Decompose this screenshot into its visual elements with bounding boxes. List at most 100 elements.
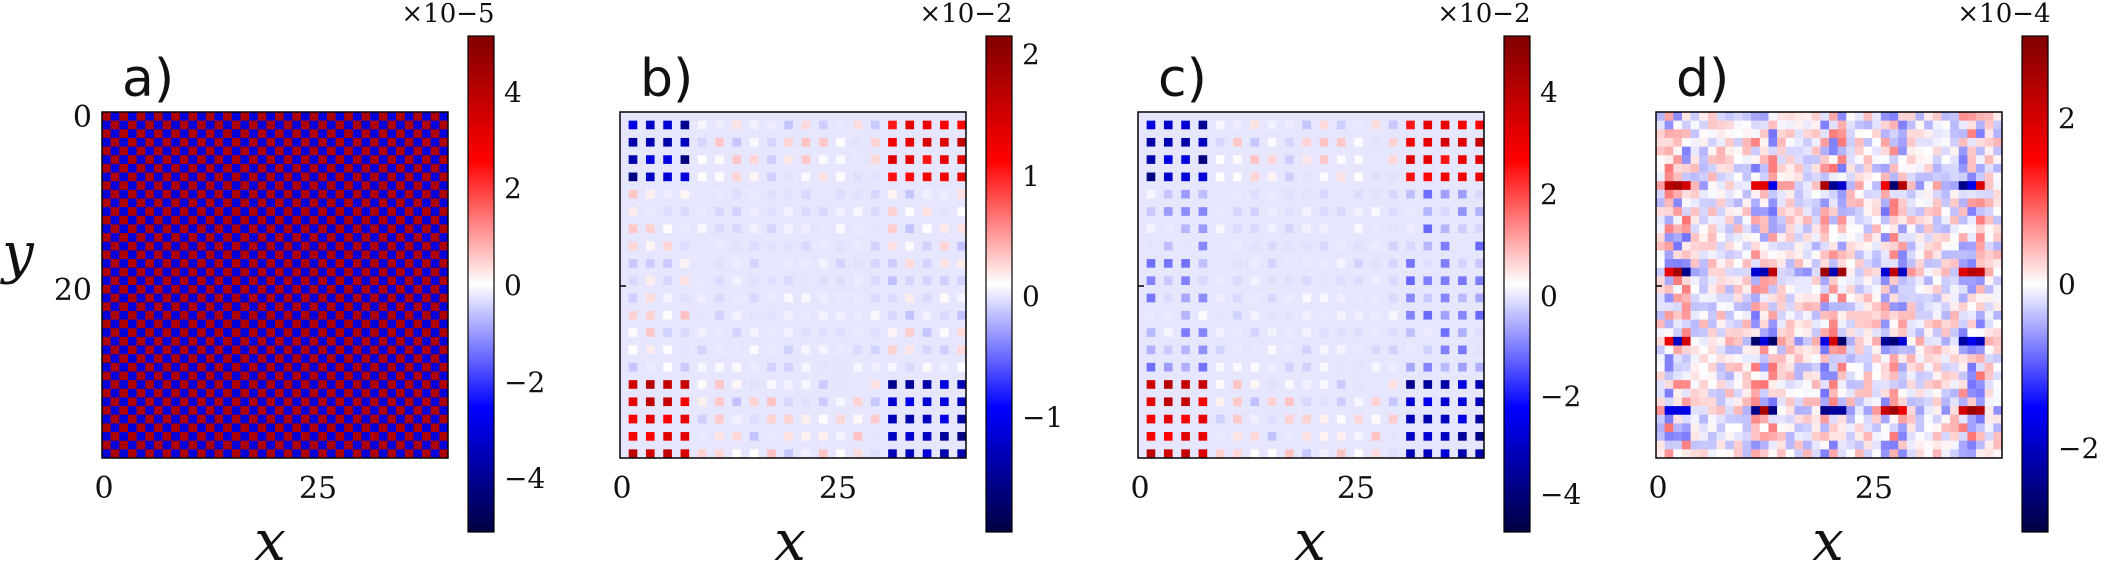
heatmap-cell xyxy=(628,371,638,381)
heatmap-cell xyxy=(1198,293,1208,303)
heatmap-cell xyxy=(396,198,406,208)
heatmap-cell xyxy=(1328,432,1338,441)
heatmap-cell xyxy=(940,276,949,286)
heatmap-cell xyxy=(1259,302,1269,312)
heatmap-cell xyxy=(957,414,967,424)
heatmap-cell xyxy=(188,362,198,372)
heatmap-cell xyxy=(326,440,336,450)
heatmap-cell xyxy=(715,198,725,208)
heatmap-cell xyxy=(387,241,397,251)
heatmap-cell xyxy=(810,345,820,355)
heatmap-cell xyxy=(1293,362,1303,372)
heatmap-cell xyxy=(266,397,276,407)
heatmap-cell xyxy=(249,336,258,346)
heatmap-cell xyxy=(1354,146,1364,156)
heatmap-cell xyxy=(179,354,189,364)
heatmap-cell xyxy=(697,276,707,286)
heatmap-cell xyxy=(689,380,699,390)
heatmap-cell xyxy=(378,137,388,147)
heatmap-cell xyxy=(1138,224,1147,234)
heatmap-cell xyxy=(1224,328,1234,338)
heatmap-cell xyxy=(1285,146,1294,156)
heatmap-cell xyxy=(344,414,354,424)
heatmap-cell xyxy=(827,224,837,234)
heatmap-cell xyxy=(706,319,716,329)
heatmap-cell xyxy=(257,414,267,424)
heatmap-cell xyxy=(1293,155,1303,165)
heatmap-cell xyxy=(637,406,647,416)
heatmap-cell xyxy=(1397,112,1407,121)
heatmap-cell xyxy=(300,397,310,407)
heatmap-cell xyxy=(1285,310,1294,320)
heatmap-cell xyxy=(223,233,233,243)
heatmap-cell xyxy=(1285,388,1294,398)
heatmap-cell xyxy=(275,449,284,459)
heatmap-cell xyxy=(422,163,431,173)
heatmap-cell xyxy=(1198,362,1208,372)
heatmap-cell xyxy=(1189,388,1199,398)
heatmap-cell xyxy=(1241,198,1251,208)
heatmap-cell xyxy=(680,423,690,433)
heatmap-cell xyxy=(1276,137,1286,147)
heatmap-cell xyxy=(413,449,423,459)
heatmap-cell xyxy=(1233,224,1243,234)
heatmap-cell xyxy=(275,432,284,441)
heatmap-cell xyxy=(1215,137,1225,147)
heatmap-cell xyxy=(706,285,716,294)
heatmap-cell xyxy=(758,397,768,407)
heatmap-cell xyxy=(1302,449,1312,459)
heatmap-cell xyxy=(637,440,647,450)
heatmap-cell xyxy=(1189,276,1199,286)
heatmap-cell xyxy=(1267,449,1277,459)
heatmap-cell xyxy=(1449,362,1459,372)
heatmap-cell xyxy=(810,233,820,243)
heatmap-cell xyxy=(249,293,258,303)
heatmap-cell xyxy=(853,181,863,191)
heatmap-cell xyxy=(1380,181,1390,191)
panel-a-cb-tick-0: 4 xyxy=(504,76,522,109)
heatmap-cell xyxy=(1354,155,1364,165)
heatmap-cell xyxy=(1388,155,1398,165)
heatmap-cell xyxy=(663,233,673,243)
heatmap-cell xyxy=(110,336,120,346)
heatmap-cell xyxy=(870,172,880,182)
heatmap-cell xyxy=(1285,440,1294,450)
heatmap-cell xyxy=(292,259,302,268)
heatmap-cell xyxy=(1181,215,1191,225)
heatmap-cell xyxy=(1276,336,1286,346)
heatmap-cell xyxy=(922,207,932,217)
heatmap-cell xyxy=(223,310,233,320)
heatmap-cell xyxy=(266,285,276,294)
heatmap-cell xyxy=(127,181,137,191)
heatmap-cell xyxy=(1414,163,1424,173)
heatmap-cell xyxy=(1466,233,1476,243)
heatmap-cell xyxy=(689,362,699,372)
heatmap-cell xyxy=(663,224,673,234)
heatmap-cell xyxy=(853,172,863,182)
heatmap-cell xyxy=(948,371,958,381)
heatmap-cell xyxy=(663,380,673,390)
heatmap-cell xyxy=(1458,380,1467,390)
heatmap-cell xyxy=(1224,241,1234,251)
heatmap-cell xyxy=(645,241,655,251)
heatmap-cell xyxy=(671,224,681,234)
heatmap-cell xyxy=(404,362,414,372)
heatmap-cell xyxy=(671,276,681,286)
heatmap-cell xyxy=(645,146,655,156)
heatmap-cell xyxy=(1267,423,1277,433)
heatmap-cell xyxy=(1362,371,1372,381)
heatmap-cell xyxy=(275,310,284,320)
heatmap-cell xyxy=(378,336,388,346)
heatmap-cell xyxy=(870,414,880,424)
heatmap-cell xyxy=(240,293,250,303)
heatmap-cell xyxy=(1388,380,1398,390)
heatmap-cell xyxy=(663,267,673,277)
heatmap-cell xyxy=(1380,198,1390,208)
heatmap-cell xyxy=(888,302,898,312)
heatmap-cell xyxy=(948,198,958,208)
heatmap-cell xyxy=(1241,354,1251,364)
heatmap-cell xyxy=(680,336,690,346)
heatmap-cell xyxy=(620,112,629,121)
heatmap-cell xyxy=(793,198,802,208)
heatmap-cell xyxy=(793,155,802,165)
